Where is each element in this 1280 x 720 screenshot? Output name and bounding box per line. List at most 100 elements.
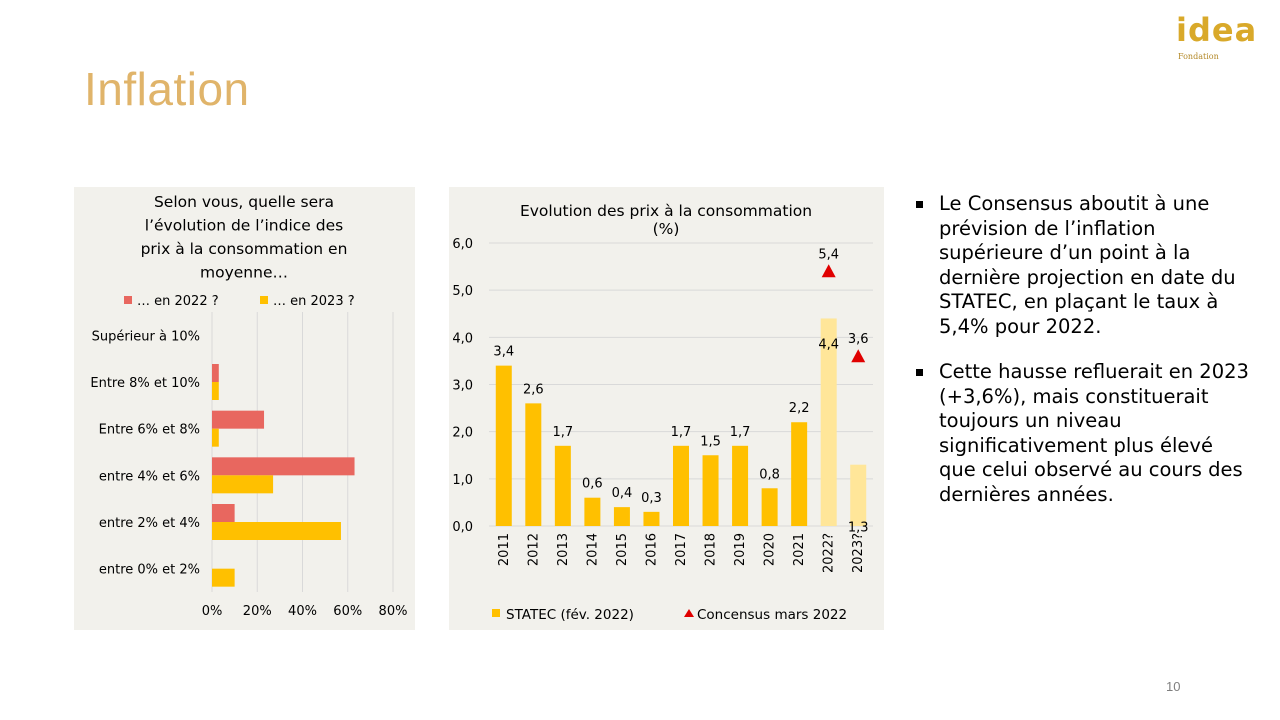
survey-chart-panel: Selon vous, quelle sera l’évolution de l’… xyxy=(74,187,415,630)
bar xyxy=(212,382,219,400)
bar xyxy=(525,403,542,526)
x-tick-label: 2023? xyxy=(851,533,866,573)
x-tick-label: 2011 xyxy=(497,533,512,566)
x-tick-label: 2018 xyxy=(704,533,719,566)
bar xyxy=(212,364,219,382)
category-label: Supérieur à 10% xyxy=(92,329,200,344)
legend-triangle-icon xyxy=(684,609,694,617)
y-tick-label: 4,0 xyxy=(452,331,473,346)
x-tick-label: 2020 xyxy=(763,533,778,566)
bullet-item: Le Consensus aboutit à une prévision de … xyxy=(914,192,1254,339)
data-label: 0,4 xyxy=(612,486,633,501)
bullet-list: Le Consensus aboutit à une prévision de … xyxy=(914,192,1254,528)
legend-label: … en 2023 ? xyxy=(273,294,355,309)
chart-title: Selon vous, quelle sera xyxy=(154,193,334,211)
x-tick-label: 2021 xyxy=(792,533,807,566)
category-label: entre 4% et 6% xyxy=(99,469,200,484)
x-tick-label: 2022? xyxy=(822,533,837,573)
chart-title: (%) xyxy=(653,220,680,238)
data-label: 2,2 xyxy=(789,401,810,416)
consensus-marker xyxy=(851,349,866,363)
category-label: Entre 8% et 10% xyxy=(90,376,200,391)
legend-swatch xyxy=(260,296,268,304)
bullet-text: Le Consensus aboutit à une prévision de … xyxy=(939,192,1236,338)
data-label: 2,6 xyxy=(523,382,544,397)
price-chart: Evolution des prix à la consommation(%) 0… xyxy=(452,202,873,623)
bar xyxy=(584,497,601,526)
legend-swatch xyxy=(492,609,500,617)
bar xyxy=(702,455,719,526)
x-tick-label: 2019 xyxy=(733,533,748,566)
legend-label: … en 2022 ? xyxy=(137,294,219,309)
y-tick-label: 3,0 xyxy=(452,379,473,394)
bar xyxy=(212,428,219,447)
data-label: 1,7 xyxy=(730,425,751,440)
data-label: 1,5 xyxy=(700,434,721,449)
bar xyxy=(761,488,778,526)
bullet-text: Cette hausse refluerait en 2023 (+3,6%),… xyxy=(939,360,1249,506)
data-label: 1,3 xyxy=(848,521,869,536)
x-tick-label: 40% xyxy=(288,604,317,619)
data-label: 3,6 xyxy=(848,332,869,347)
data-label: 0,8 xyxy=(759,467,780,482)
bar xyxy=(554,445,571,526)
y-tick-label: 2,0 xyxy=(452,426,473,441)
x-tick-label: 2016 xyxy=(644,533,659,566)
bullet-item: Cette hausse refluerait en 2023 (+3,6%),… xyxy=(914,360,1254,507)
data-label: 4,4 xyxy=(818,337,839,352)
y-tick-label: 0,0 xyxy=(452,520,473,535)
bar xyxy=(212,475,274,494)
data-label: 0,3 xyxy=(641,491,662,506)
x-tick-label: 0% xyxy=(202,604,223,619)
x-tick-label: 2015 xyxy=(615,533,630,566)
page-number: 10 xyxy=(1166,679,1181,694)
category-label: entre 2% et 4% xyxy=(99,516,200,531)
data-label: 5,4 xyxy=(818,247,839,262)
data-label: 1,7 xyxy=(671,425,692,440)
bar xyxy=(643,511,660,526)
x-tick-label: 80% xyxy=(379,604,408,619)
y-tick-label: 6,0 xyxy=(452,237,473,252)
bar xyxy=(613,507,630,526)
square-bullet-icon xyxy=(916,201,923,208)
x-tick-label: 2012 xyxy=(526,533,541,566)
price-chart-panel: Evolution des prix à la consommation (%) 0… xyxy=(449,187,884,630)
bar xyxy=(212,568,235,587)
data-label: 1,7 xyxy=(553,425,574,440)
logo-subtext: Fondation xyxy=(1178,52,1219,61)
category-label: Entre 6% et 8% xyxy=(99,423,200,438)
consensus-marker xyxy=(821,264,836,278)
data-label: 3,4 xyxy=(493,345,514,360)
bar xyxy=(212,504,235,522)
data-label: 0,6 xyxy=(582,477,603,492)
bar xyxy=(212,457,355,476)
x-tick-label: 2017 xyxy=(674,533,689,566)
slide-title: Inflation xyxy=(84,63,250,115)
x-tick-label: 60% xyxy=(333,604,362,619)
bar xyxy=(732,445,749,526)
chart-title: prix à la consommation en xyxy=(141,240,348,258)
survey-chart: Selon vous, quelle sera l’évolution de l’… xyxy=(90,193,408,619)
bar xyxy=(495,365,512,526)
x-tick-label: 20% xyxy=(243,604,272,619)
bar xyxy=(673,445,689,526)
x-tick-label: 2013 xyxy=(556,533,571,566)
y-tick-label: 1,0 xyxy=(452,473,473,488)
category-label: entre 0% et 2% xyxy=(99,563,200,578)
bar xyxy=(212,410,265,429)
bar xyxy=(850,464,867,526)
square-bullet-icon xyxy=(916,369,923,376)
legend-label: STATEC (fév. 2022) xyxy=(506,607,634,623)
bar xyxy=(791,422,808,526)
y-tick-label: 5,0 xyxy=(452,284,473,299)
x-tick-label: 2014 xyxy=(585,533,600,566)
chart-title: moyenne… xyxy=(200,264,288,282)
chart-title: Evolution des prix à la consommation xyxy=(520,202,812,220)
legend-label: Concensus mars 2022 xyxy=(697,607,847,623)
bar xyxy=(212,522,341,540)
bar xyxy=(820,318,837,526)
logo-text: idea xyxy=(1176,11,1258,49)
legend-swatch xyxy=(124,296,132,304)
idea-logo: idea Fondation xyxy=(1176,14,1266,70)
chart-title: l’évolution de l’indice des xyxy=(145,217,343,235)
